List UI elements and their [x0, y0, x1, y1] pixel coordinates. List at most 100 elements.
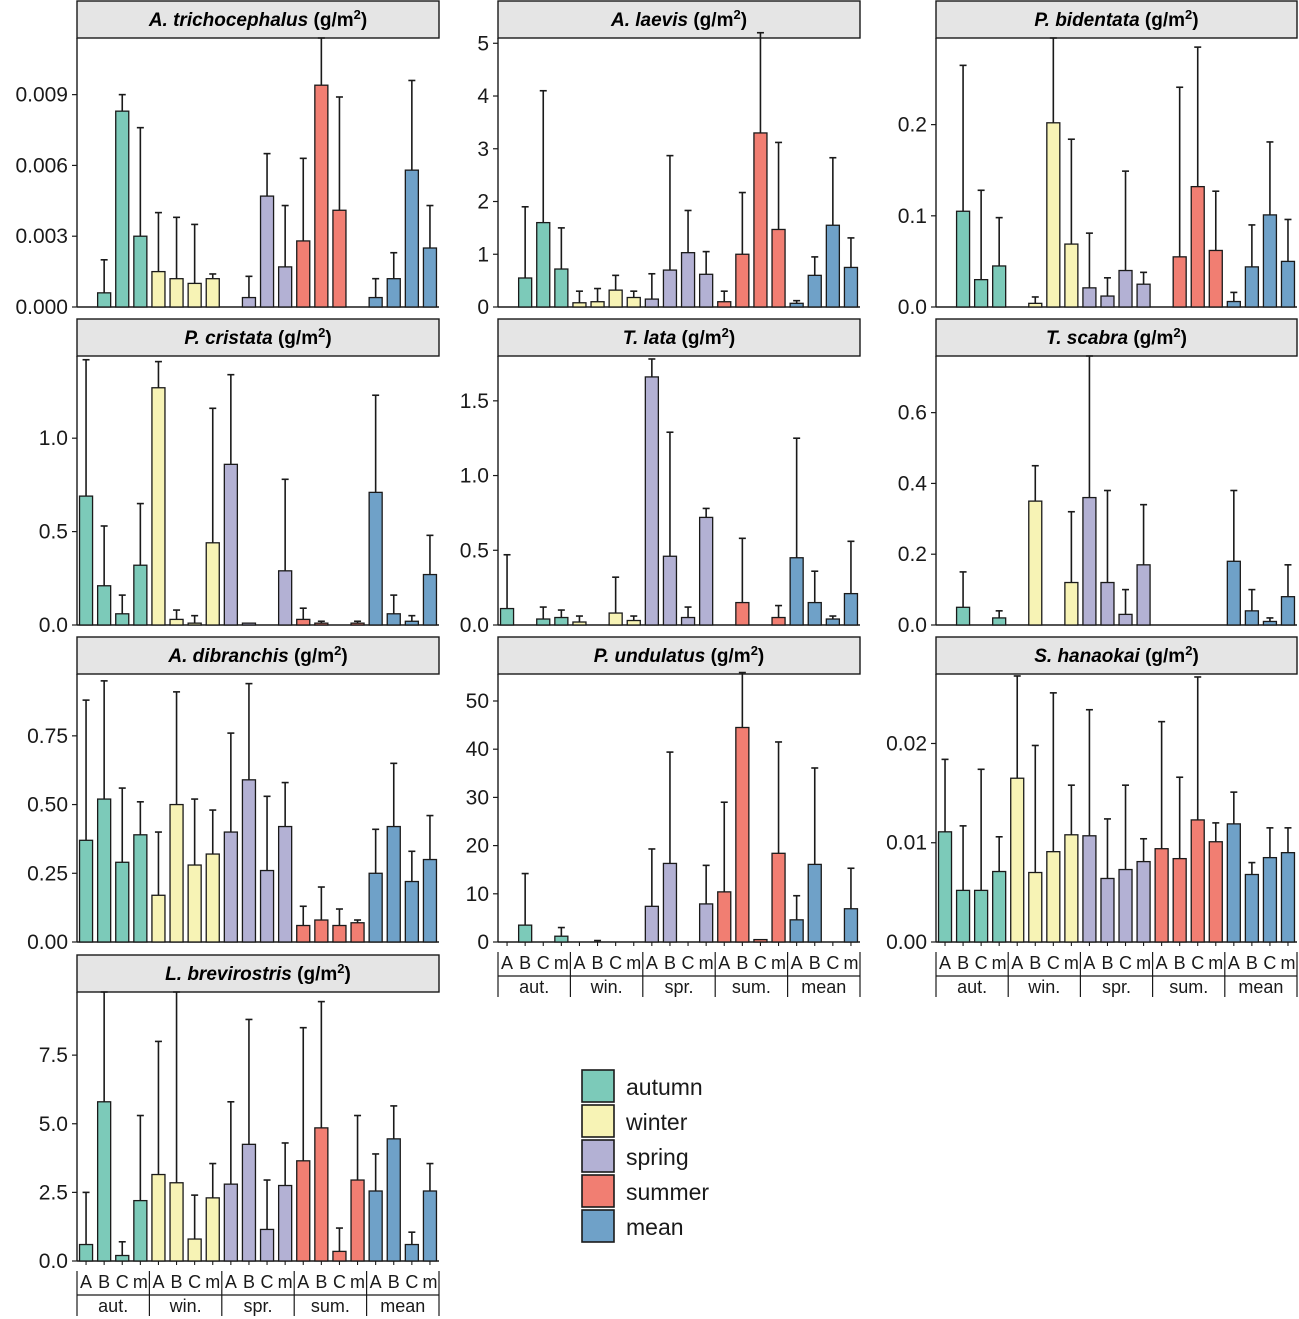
species-name: A. trichocephalus	[148, 10, 314, 31]
panel-title: P. cristata (g/m2)	[184, 325, 331, 349]
legend-label-spring: spring	[626, 1144, 689, 1170]
legend-key-spring	[581, 1139, 615, 1173]
bar-winter-B	[169, 618, 184, 626]
bar-mean-m	[422, 1190, 438, 1262]
x-category-label: B	[388, 1272, 400, 1292]
y-tick-label: 0.6	[898, 402, 927, 425]
bar-summer-C	[753, 132, 768, 308]
panel-a-dibranchis: A. dibranchis (g/m2) 0.00 0.25 0.50 0.75	[27, 636, 440, 954]
units-sup: 2	[1185, 643, 1192, 658]
bar-autumn-m	[133, 834, 148, 943]
y-tick-label: 2	[477, 191, 489, 214]
bar-summer-B	[1172, 857, 1187, 943]
bar-summer-A	[296, 240, 311, 308]
x-category-label: C	[261, 1272, 274, 1292]
bar-summer-B	[314, 84, 329, 308]
y-tick-label: 0.000	[15, 296, 68, 319]
bar-winter-m	[205, 542, 220, 626]
bar-winter-m	[205, 853, 220, 943]
bar-spring-C	[259, 1228, 275, 1262]
bar-autumn-m	[992, 870, 1007, 943]
x-category-label: A	[501, 953, 513, 973]
bar-autumn-B	[96, 292, 112, 308]
bar-summer-m	[1208, 249, 1223, 308]
x-group-label: mean	[380, 1296, 425, 1316]
y-tick-label: 1.5	[460, 390, 489, 413]
x-group-label: aut.	[519, 977, 549, 997]
bar-summer-B	[735, 601, 750, 626]
y-tick-label: 4	[477, 85, 489, 108]
panel-strip	[935, 318, 1298, 357]
bar-summer-B	[735, 253, 750, 308]
bar-spring-B	[662, 862, 678, 943]
bar-mean-A	[1226, 300, 1241, 308]
x-category-label: C	[1047, 953, 1060, 973]
units-sup: 2	[337, 961, 344, 976]
panel-p-cristata: P. cristata (g/m2) 0.0 0.5 1.0	[39, 318, 440, 637]
legend-key-autumn	[581, 1069, 615, 1103]
units-sup: 2	[722, 325, 729, 340]
panel-t-lata: T. lata (g/m2) 0.0 0.5 1.0 1.5	[460, 318, 861, 637]
y-tick-label: 50	[466, 690, 489, 713]
y-tick-label: 0	[477, 296, 489, 319]
x-category-label: m	[992, 953, 1007, 973]
x-group-label: spr.	[664, 977, 693, 997]
y-tick-label: 1	[477, 243, 489, 266]
legend-key-winter	[581, 1104, 615, 1138]
x-category-label: m	[771, 953, 786, 973]
bar-spring-B	[241, 779, 257, 943]
bar-winter-m	[626, 619, 641, 626]
bar-mean-B	[807, 863, 822, 943]
bar-summer-B	[1172, 256, 1187, 308]
bar-winter-B	[169, 1182, 184, 1262]
bar-spring-B	[1100, 877, 1115, 943]
bar-winter-C	[608, 289, 623, 308]
y-tick-label: 10	[466, 883, 489, 906]
x-category-label: B	[243, 1272, 255, 1292]
x-category-label: B	[1246, 953, 1258, 973]
units-sup: 2	[1185, 7, 1192, 22]
bar-spring-A	[1082, 287, 1097, 308]
bar-autumn-C	[115, 110, 130, 308]
bar-spring-B	[662, 555, 678, 626]
x-category-label: m	[554, 953, 569, 973]
units-close: )	[1192, 646, 1198, 667]
panel-strip	[76, 954, 440, 993]
bar-autumn-C	[115, 861, 130, 943]
y-tick-label: 0.4	[898, 472, 928, 495]
x-category-label: B	[809, 953, 821, 973]
x-category-label: A	[791, 953, 803, 973]
y-tick-label: 0.00	[27, 931, 68, 954]
bar-summer-C	[1190, 185, 1205, 308]
x-group-label: win.	[1027, 977, 1060, 997]
bar-summer-m	[350, 1179, 365, 1262]
y-tick-label: 0.0	[39, 1250, 68, 1273]
bar-summer-m	[771, 228, 786, 308]
x-category-label: m	[699, 953, 714, 973]
bar-spring-A	[644, 376, 660, 626]
bar-mean-B	[386, 825, 401, 943]
panel-title: P. bidentata (g/m2)	[1034, 7, 1198, 31]
x-category-label: m	[626, 953, 641, 973]
panel-strip	[935, 636, 1298, 675]
x-category-label: A	[646, 953, 658, 973]
bar-spring-C	[1118, 269, 1133, 308]
x-category-label: m	[1280, 953, 1295, 973]
bar-spring-C	[680, 616, 696, 626]
units-label: (g/m	[1145, 646, 1185, 667]
bar-autumn-A	[78, 1243, 94, 1262]
species-name: T. lata	[623, 328, 682, 349]
x-category-label: m	[1136, 953, 1151, 973]
x-group-label: aut.	[957, 977, 987, 997]
bar-spring-A	[1082, 496, 1097, 626]
bar-autumn-B	[955, 210, 971, 308]
units-label: (g/m	[693, 10, 733, 31]
bar-mean-C	[404, 880, 420, 943]
bar-winter-A	[572, 302, 587, 308]
bar-winter-B	[169, 278, 184, 308]
panels: A. trichocephalus (g/m2)0.0000.0030.0060…	[15, 0, 1298, 1316]
bar-spring-A	[644, 905, 660, 943]
panel-title: A. dibranchis (g/m2)	[167, 643, 347, 667]
units-label: (g/m	[314, 10, 354, 31]
